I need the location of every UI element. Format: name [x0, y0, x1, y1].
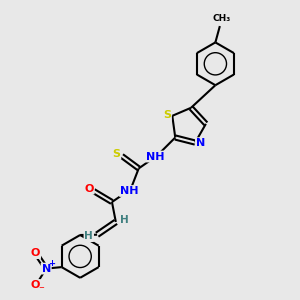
Text: N: N: [196, 138, 205, 148]
Text: NH: NH: [120, 186, 138, 196]
Text: H: H: [84, 231, 93, 241]
Text: S: S: [112, 148, 120, 159]
Text: H: H: [120, 215, 128, 225]
Text: S: S: [163, 110, 171, 120]
Text: O: O: [84, 184, 94, 194]
Text: O: O: [31, 280, 40, 290]
Text: O: O: [31, 248, 40, 258]
Text: NH: NH: [146, 152, 164, 161]
Text: N: N: [41, 264, 51, 274]
Text: +: +: [48, 259, 55, 268]
Text: ⁻: ⁻: [38, 285, 44, 295]
Text: CH₃: CH₃: [213, 14, 231, 22]
